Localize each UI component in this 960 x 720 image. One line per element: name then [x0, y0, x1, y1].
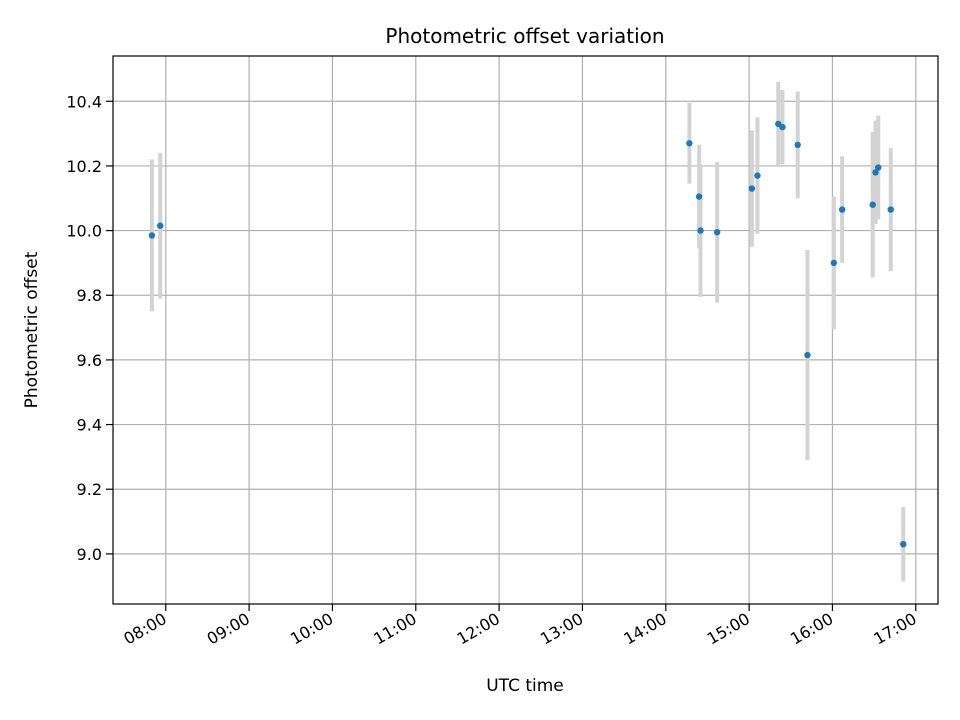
data-point [794, 141, 801, 149]
data-point [748, 185, 756, 192]
data-point [830, 259, 838, 267]
data-point [900, 540, 907, 548]
data-point [869, 201, 876, 208]
data-point [804, 351, 811, 359]
y-tick-label: 9.8 [77, 286, 102, 305]
data-point [148, 232, 156, 239]
y-tick-label: 9.2 [77, 480, 102, 499]
x-axis-label: UTC time [486, 676, 564, 696]
y-tick-label: 9.0 [77, 545, 102, 564]
data-point [887, 206, 894, 213]
data-point [872, 169, 879, 176]
grid-lines [113, 56, 938, 604]
y-tick-label: 9.4 [77, 416, 102, 435]
plot-frame [112, 55, 939, 605]
data-point [838, 206, 846, 213]
data-point [686, 140, 693, 147]
chart-title: Photometric offset variation [385, 24, 664, 48]
data-point [779, 123, 786, 131]
data-point [695, 193, 703, 200]
y-tick-label: 9.6 [77, 351, 102, 370]
data-point [713, 229, 721, 236]
y-tick-label: 10.2 [66, 157, 102, 176]
data-point [697, 227, 704, 234]
y-axis-label: Photometric offset [22, 251, 42, 408]
y-tick-label: 10.4 [66, 92, 102, 111]
data-point [875, 164, 882, 171]
data-points [148, 120, 907, 548]
y-tick-label: 10.0 [66, 222, 102, 241]
y-axis-ticks: 9.0 9.2 9.4 9.6 9.8 10.0 10.2 10.4 [66, 92, 113, 564]
data-point [754, 172, 761, 179]
data-point [157, 222, 164, 229]
